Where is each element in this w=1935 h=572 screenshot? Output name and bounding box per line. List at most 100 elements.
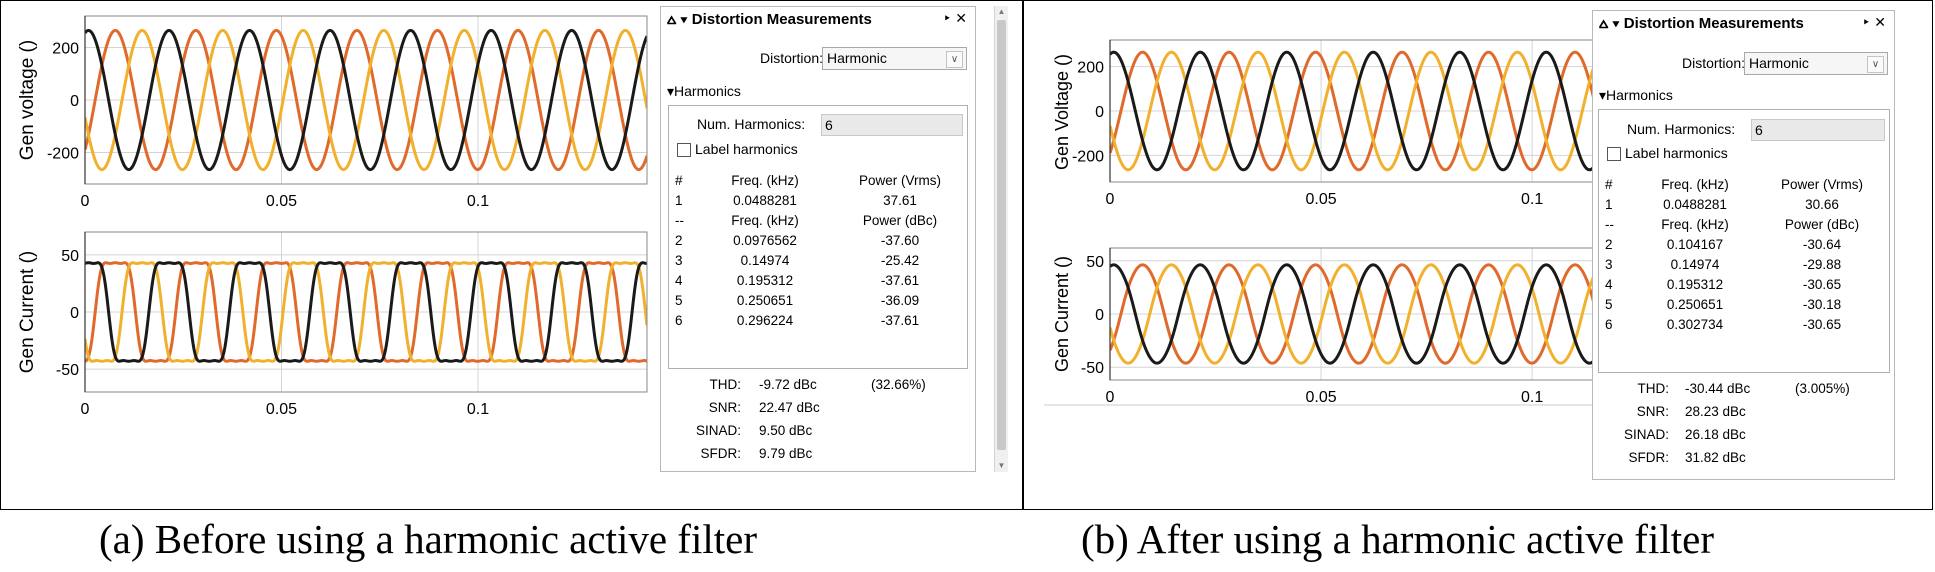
- y-tick-label: 50: [61, 248, 79, 265]
- ylabel-current-after: Gen Current (): [1052, 256, 1072, 372]
- distortion-select[interactable]: Harmonic ∨: [822, 47, 967, 70]
- y-tick-label: -200: [1072, 148, 1104, 165]
- distortion-label: Distortion:: [759, 50, 823, 66]
- panel-after: 200 0 -200 0 0.05 0.1 50 0 -50 0 0.05 0.1 Gen Volt…: [1024, 0, 1933, 562]
- scroll-down-icon[interactable]: ▼: [997, 461, 1006, 470]
- harmonic-row: 2 0.0976562 -37.60: [675, 233, 920, 248]
- num-harmonics-label: Num. Harmonics:: [1627, 121, 1736, 137]
- num-harmonics-input[interactable]: 6: [821, 114, 963, 136]
- ylabel-current-before: Gen Current (): [17, 251, 38, 373]
- harmonic-row: 6 0.296224 -37.61: [675, 313, 920, 328]
- x-tick-label: 0.1: [1521, 389, 1543, 406]
- plot-current-before: 50 0 -50 0 0.05 0.1: [56, 231, 648, 418]
- num-harmonics-label: Num. Harmonics:: [697, 116, 806, 132]
- scope-plots-before: 200 0 -200 0 0.05 0.1 50 0 -50 0 0.05 0.1 Gen volt…: [17, 15, 648, 418]
- waveform-phase-a: [85, 261, 647, 363]
- x-tick-label: 0.1: [467, 193, 489, 210]
- plot-voltage-after: 200 0 -200 0 0.05 0.1: [1072, 39, 1664, 208]
- harmonics-header-row: # Freq. (kHz) Power (Vrms): [675, 173, 941, 188]
- caption-after: (b) After using a harmonic active filter: [1081, 516, 1714, 562]
- waveform-phase-a: [1110, 263, 1663, 365]
- label-harmonics-label: Label harmonics: [695, 141, 798, 157]
- x-tick-label: 0: [1106, 191, 1115, 208]
- harmonics-dbc-header-row: -- Freq. (kHz) Power (dBc): [675, 213, 938, 228]
- y-tick-label: 200: [1077, 60, 1104, 77]
- metric-snr: SNR: 28.23 dBc: [1636, 404, 1746, 419]
- num-harmonics-input[interactable]: 6: [1751, 119, 1885, 141]
- dm-title: ⩟ ▾ Distortion Measurements: [667, 11, 872, 28]
- scroll-thumb[interactable]: [997, 20, 1006, 450]
- y-tick-label: 50: [1086, 254, 1104, 271]
- harmonics-box: Num. Harmonics: 6 Label harmonics # Freq…: [1598, 109, 1890, 373]
- y-tick-label: -50: [56, 362, 79, 379]
- x-tick-label: 0.1: [1521, 191, 1543, 208]
- x-tick-label: 0.05: [1305, 389, 1336, 406]
- metric-thd: THD: -30.44 dBc (3.005%): [1637, 381, 1850, 396]
- harmonic-row-fundamental: 1 0.0488281 37.61: [675, 193, 917, 208]
- dm-menu-icon[interactable]: ⩟ ▾: [667, 11, 688, 28]
- metric-sinad: SINAD: 26.18 dBc: [1623, 427, 1746, 442]
- harmonics-header-row: # Freq. (kHz) Power (Vrms): [1605, 177, 1863, 192]
- metric-snr: SNR: 22.47 dBc: [708, 400, 820, 415]
- plot-voltage-before: 200 0 -200 0 0.05 0.1: [47, 15, 648, 210]
- x-tick-label: 0: [81, 193, 90, 210]
- scroll-up-icon[interactable]: ▲: [997, 7, 1006, 16]
- harmonic-row: 4 0.195312 -30.65: [1605, 277, 1842, 292]
- label-harmonics-checkbox[interactable]: [1607, 147, 1621, 161]
- waveform-phase-b: [85, 28, 647, 172]
- x-tick-label: 0: [1106, 389, 1115, 406]
- waveform-phase-b: [85, 261, 647, 363]
- harmonics-section-toggle[interactable]: ▾Harmonics: [1599, 87, 1673, 103]
- harmonic-row: 6 0.302734 -30.65: [1605, 317, 1842, 332]
- x-tick-label: 0: [81, 401, 90, 418]
- harmonic-row: 5 0.250651 -36.09: [675, 293, 920, 308]
- waveform-phase-b: [1110, 263, 1663, 365]
- dm-pin-close-icons[interactable]: ‣ ✕: [943, 10, 967, 26]
- x-tick-label: 0.05: [266, 193, 297, 210]
- harmonic-row: 3 0.14974 -29.88: [1605, 257, 1842, 272]
- harmonics-dbc-header-row: -- Freq. (kHz) Power (dBc): [1605, 217, 1860, 232]
- waveform-phase-b: [1110, 50, 1663, 172]
- chevron-down-icon: ∨: [1867, 56, 1884, 73]
- y-tick-label: 200: [52, 41, 79, 58]
- harmonics-section-toggle[interactable]: ▾Harmonics: [667, 83, 741, 99]
- dm-pin-close-icons[interactable]: ‣ ✕: [1862, 14, 1886, 30]
- ylabel-voltage-after: Gen Voltage (): [1052, 54, 1072, 170]
- panel-before: 200 0 -200 0 0.05 0.1 50 0 -50 0 0.05 0.1 Gen volt…: [0, 0, 1022, 562]
- y-tick-label: 0: [70, 305, 79, 322]
- metric-sinad: SINAD: 9.50 dBc: [695, 423, 813, 438]
- y-tick-label: -50: [1081, 360, 1104, 377]
- distortion-measurements-panel: ⩟ ▾ Distortion Measurements ‣ ✕ Distorti…: [660, 6, 976, 472]
- chevron-down-icon: ∨: [946, 51, 963, 68]
- plot-current-after: 500-500 0.05 0.1: [1081, 247, 1664, 406]
- waveform-phase-c: [1110, 263, 1663, 365]
- label-harmonics-checkbox[interactable]: [677, 143, 691, 157]
- y-tick-label: -200: [47, 146, 79, 163]
- figure-frame: [0, 0, 1933, 510]
- x-tick-label: 0.05: [1305, 191, 1336, 208]
- metric-sfdr: SFDR: 31.82 dBc: [1628, 450, 1746, 465]
- dm-title: ⩟ ▾ Distortion Measurements: [1599, 15, 1804, 32]
- metric-sfdr: SFDR: 9.79 dBc: [700, 446, 813, 461]
- y-tick-label: 0: [1095, 307, 1104, 324]
- waveform-phase-c: [85, 261, 647, 363]
- y-tick-label: 0: [1095, 104, 1104, 121]
- y-tick-label: 0: [70, 93, 79, 110]
- distortion-select[interactable]: Harmonic ∨: [1744, 52, 1888, 75]
- dm-menu-icon[interactable]: ⩟ ▾: [1599, 15, 1620, 32]
- panel-divider: [1022, 0, 1024, 510]
- ylabel-voltage-before: Gen voltage (): [17, 40, 38, 160]
- harmonic-row: 2 0.104167 -30.64: [1605, 237, 1842, 252]
- harmonic-row-fundamental: 1 0.0488281 30.66: [1605, 197, 1839, 212]
- waveform-phase-c: [1110, 50, 1663, 172]
- harmonic-row: 5 0.250651 -30.18: [1605, 297, 1842, 312]
- harmonics-box: Num. Harmonics: 6 Label harmonics # Freq…: [668, 105, 968, 369]
- dm-scrollbar[interactable]: ▲ ▼: [994, 6, 1008, 472]
- harmonic-row: 3 0.14974 -25.42: [675, 253, 920, 268]
- x-tick-label: 0.05: [266, 401, 297, 418]
- caption-before: (a) Before using a harmonic active filte…: [99, 516, 757, 562]
- waveform-phase-a: [85, 28, 647, 172]
- metric-thd: THD: -9.72 dBc (32.66%): [709, 377, 926, 392]
- waveform-phase-a: [1110, 50, 1663, 172]
